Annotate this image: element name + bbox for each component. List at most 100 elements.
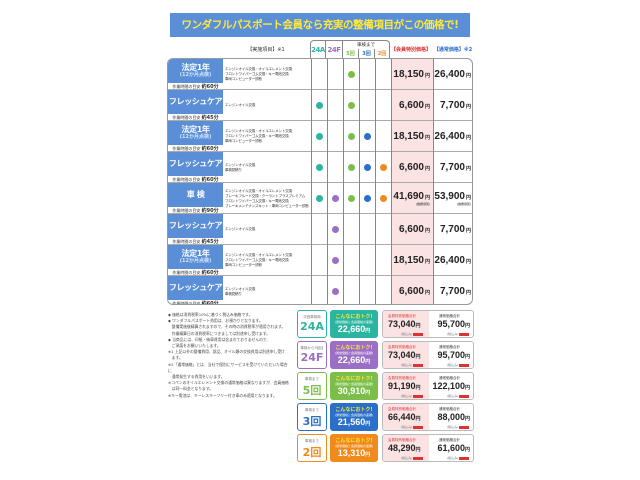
page-title: ワンダフルパスポート会員なら充実の整備項目がこの価格で! xyxy=(170,13,470,37)
plan-caption: 車検まで xyxy=(305,408,319,412)
normal-price-value: 26,400 xyxy=(434,131,465,142)
note-line: ◆ 価格は消費税率10%に基づく税込み価格です。 xyxy=(168,312,253,317)
plan-cell xyxy=(359,152,375,183)
included-dot-icon xyxy=(332,226,339,233)
plan-cell xyxy=(327,214,343,245)
member-price-value: 18,150 xyxy=(393,255,424,266)
member-price: 41,690円 (諸費用別) xyxy=(391,183,433,214)
save-value: 30,910 xyxy=(337,386,366,396)
service-name: フレッシュケア xyxy=(168,283,223,292)
member-price-value: 6,600 xyxy=(398,100,424,111)
plan-cell xyxy=(327,183,343,214)
summary-plan: 車検まで 5回 xyxy=(297,372,327,400)
tax-label: (税込み) xyxy=(401,332,413,336)
diff-label: (通常価格と会員価格の差額) xyxy=(334,413,374,417)
normal-total-value: 95,700 xyxy=(437,350,465,360)
normal-price-value: 26,400 xyxy=(434,255,465,266)
yen: 円 xyxy=(415,385,421,391)
yen: 円 xyxy=(464,447,470,453)
save-value: 13,310 xyxy=(337,448,366,458)
service-label: 法定1年 (12か月点検) xyxy=(168,59,223,83)
tax-label: (税込み) xyxy=(447,456,459,460)
service-item: フロントワイパーゴム交換・キー電池交換 xyxy=(225,258,289,262)
service-item: ブレーキフルード交換・クーラントブラスプレミアム xyxy=(225,193,305,198)
plan-caption: 次回車検時 xyxy=(303,315,321,319)
included-dot-icon xyxy=(364,164,371,171)
table-row: 法定1年 (12か月点検) 作業時間の目安 約60分 エンジンオイル交換・オイルエ… xyxy=(168,59,472,90)
member-price-value: 6,600 xyxy=(398,162,424,173)
time-value: 約60分 xyxy=(201,84,219,90)
time-value: 約90分 xyxy=(201,208,219,214)
diff-label: (通常価格と会員価格の差額) xyxy=(334,320,374,324)
summary-totals: 会員特別価格合計 66,440円 (税込み) 通常価格合計 88,000円 (税… xyxy=(382,403,474,431)
work-time: 作業時間の目安 約45分 xyxy=(168,114,223,121)
time-value: 約60分 xyxy=(201,177,219,183)
plan-cell xyxy=(311,183,327,214)
plan-cell xyxy=(311,152,327,183)
yen: 円 xyxy=(415,416,421,422)
yen: 円 xyxy=(465,166,471,172)
included-dot-icon xyxy=(316,102,323,109)
service-item: エンジンオイル交換 xyxy=(225,103,256,107)
table-row: フレッシュケア 作業時間の目安 約45分 エンジンオイル交換 6,600円 7,7… xyxy=(168,90,472,121)
plan-caption: 車検から3回目 xyxy=(300,346,324,350)
header-shaken-until: 車検まで xyxy=(342,40,390,49)
yen: 円 xyxy=(424,104,430,110)
service-item: エンジンオイル交換・オイルエレメント交換 xyxy=(225,129,292,133)
included-dot-icon xyxy=(332,195,339,202)
price-note: (諸費用別) xyxy=(457,202,471,206)
included-dot-icon xyxy=(348,195,355,202)
normal-price-value: 26,400 xyxy=(434,69,465,80)
normal-price: 7,700円 xyxy=(433,90,472,121)
included-dot-icon xyxy=(316,164,323,171)
plan-cell xyxy=(327,121,343,152)
note-line: 通常発生する費用をいいます。 xyxy=(168,374,225,380)
time-value: 約45分 xyxy=(201,239,219,245)
tax-label: (税込み) xyxy=(447,332,459,336)
save-label: こんなにおトク! xyxy=(335,438,373,444)
normal-price-value: 53,900 xyxy=(434,191,465,202)
plan-cell xyxy=(359,245,375,276)
member-price-value: 18,150 xyxy=(393,131,424,142)
normal-total-value: 95,700 xyxy=(437,319,465,329)
time-label: 作業時間の目安 xyxy=(172,301,201,305)
plan-cell xyxy=(375,152,391,183)
member-total-label: 会員特別価格合計 xyxy=(388,314,416,318)
yen: 円 xyxy=(465,104,471,110)
normal-price: 7,700円 xyxy=(433,152,472,183)
plan-cell xyxy=(327,276,343,304)
yen: 円 xyxy=(465,259,471,265)
plan-cell xyxy=(327,59,343,90)
yen: 円 xyxy=(465,135,471,141)
member-price: 6,600円 xyxy=(391,90,433,121)
service-label: フレッシュケア xyxy=(168,152,223,176)
member-price: 6,600円 xyxy=(391,152,433,183)
member-price-value: 41,690 xyxy=(393,191,424,202)
service-items: エンジンオイル交換 xyxy=(225,214,311,245)
time-value: 約45分 xyxy=(201,115,219,121)
service-name: 法定1年 xyxy=(181,125,210,134)
plan-cell xyxy=(343,121,359,152)
save-value: 21,560 xyxy=(337,417,366,427)
plan-cell xyxy=(375,183,391,214)
service-item: エンジンオイル交換・オイルエレメント交換 xyxy=(225,67,292,71)
normal-total-label: 通常価格合計 xyxy=(439,407,460,411)
note-line: ◆ 当商品には、印紙・納車費用は含まれておりませんので、 xyxy=(168,336,271,342)
tax-label: (税込み) xyxy=(447,394,459,398)
included-dot-icon xyxy=(348,133,355,140)
normal-price: 26,400円 xyxy=(433,59,472,90)
save-value: 22,660 xyxy=(337,355,366,365)
time-label: 作業時間の目安 xyxy=(172,115,201,120)
yen: 円 xyxy=(365,452,371,458)
service-sub: (12か月点検) xyxy=(179,72,212,78)
yen: 円 xyxy=(464,385,470,391)
service-name: 法定1年 xyxy=(181,249,210,258)
save-value: 22,660 xyxy=(337,324,366,334)
note-line: 作業精算日の消費税率につきましては別途申し受けます。 xyxy=(168,330,270,336)
note-line: ご承諾をお願いいたします。 xyxy=(168,343,221,349)
service-items: エンジンオイル交換・オイルエレメント交換 フロントワイパーゴム交換・キー電池交換車… xyxy=(225,245,311,276)
service-name: フレッシュケア xyxy=(168,97,223,106)
time-value: 約60分 xyxy=(201,270,219,276)
work-time: 作業時間の目安 約60分 xyxy=(168,269,223,276)
service-item: 車両コンピューター診断 xyxy=(225,263,262,267)
